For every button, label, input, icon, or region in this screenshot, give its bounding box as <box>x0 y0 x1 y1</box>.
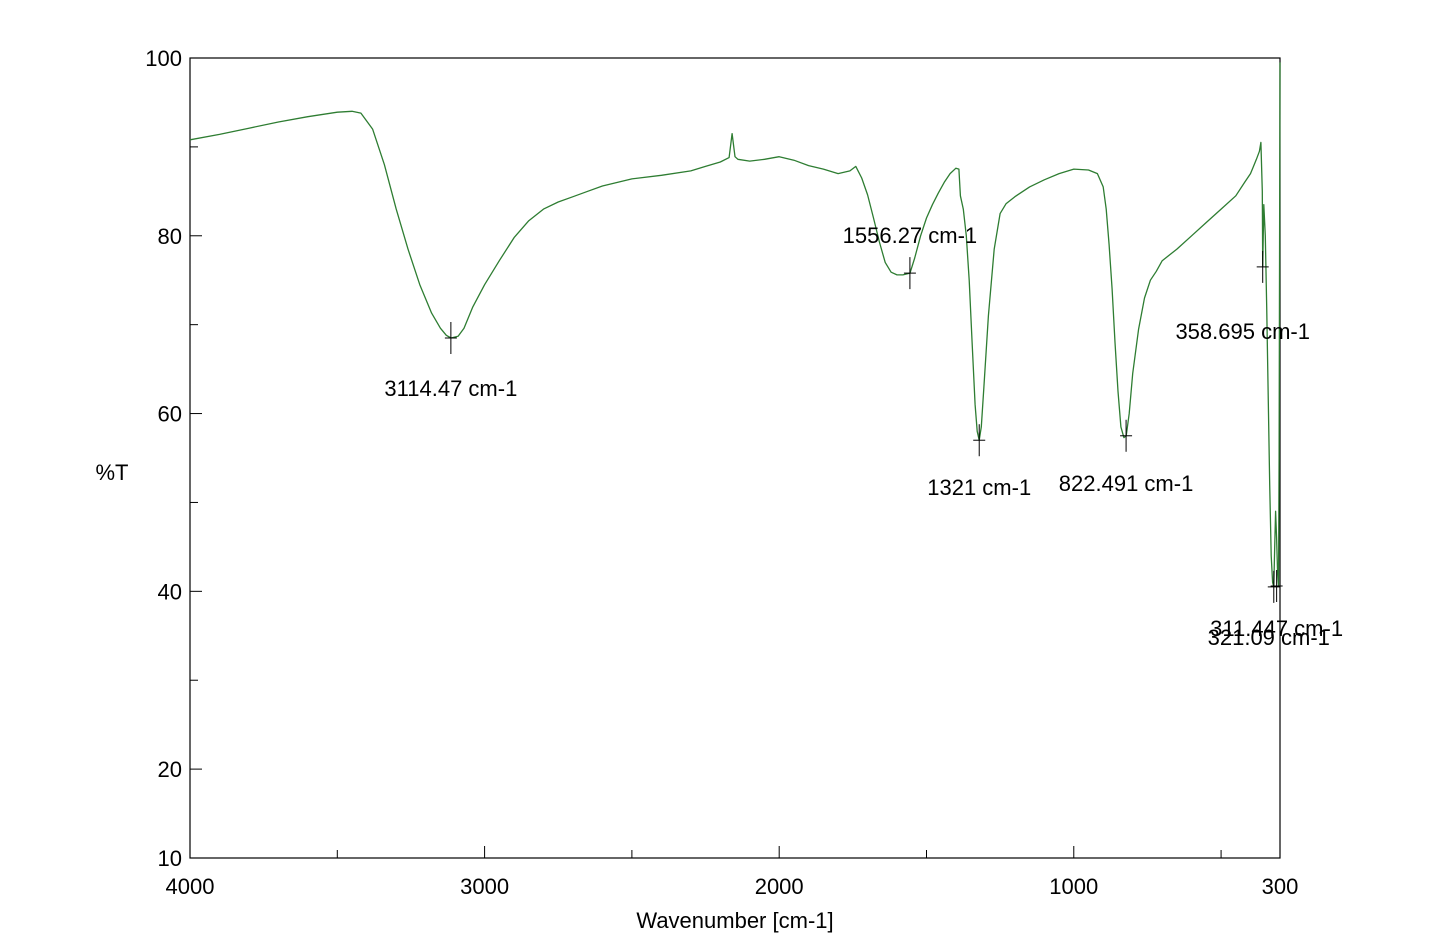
y-tick-label: 40 <box>158 579 182 604</box>
peak-label: 3114.47 cm-1 <box>384 376 517 401</box>
x-tick-label: 2000 <box>755 874 804 899</box>
x-tick-label: 3000 <box>460 874 509 899</box>
axis-ticks <box>189 57 1281 859</box>
plot-frame <box>189 57 1281 859</box>
peak-label: 822.491 cm-1 <box>1059 471 1194 496</box>
y-tick-label: 10 <box>158 846 182 871</box>
y-tick-label: 20 <box>158 757 182 782</box>
y-axis-title: %T <box>96 460 129 485</box>
x-tick-label: 1000 <box>1049 874 1098 899</box>
tick-labels: 4000 3000 2000 1000 300 100 80 60 40 20 10 <box>145 46 1298 899</box>
peak-label: 1556.27 cm-1 <box>843 223 978 248</box>
peak-label: 358.695 cm-1 <box>1175 319 1310 344</box>
peak-markers <box>444 250 1283 603</box>
y-tick-label: 60 <box>158 402 182 427</box>
x-tick-label: 300 <box>1262 874 1299 899</box>
peak-label: 321.09 cm-1 <box>1208 625 1330 650</box>
x-tick-label: 4000 <box>166 874 215 899</box>
x-axis-title: Wavenumber [cm-1] <box>636 908 833 933</box>
y-tick-label: 100 <box>145 46 182 71</box>
peak-label: 311.447 cm-1 <box>1210 616 1343 641</box>
peak-annotations: 3114.47 cm-1 1556.27 cm-1 1321 cm-1 822.491… <box>384 223 1343 650</box>
y-tick-label: 80 <box>158 224 182 249</box>
peak-label: 1321 cm-1 <box>927 475 1031 500</box>
series-line <box>189 62 1281 588</box>
